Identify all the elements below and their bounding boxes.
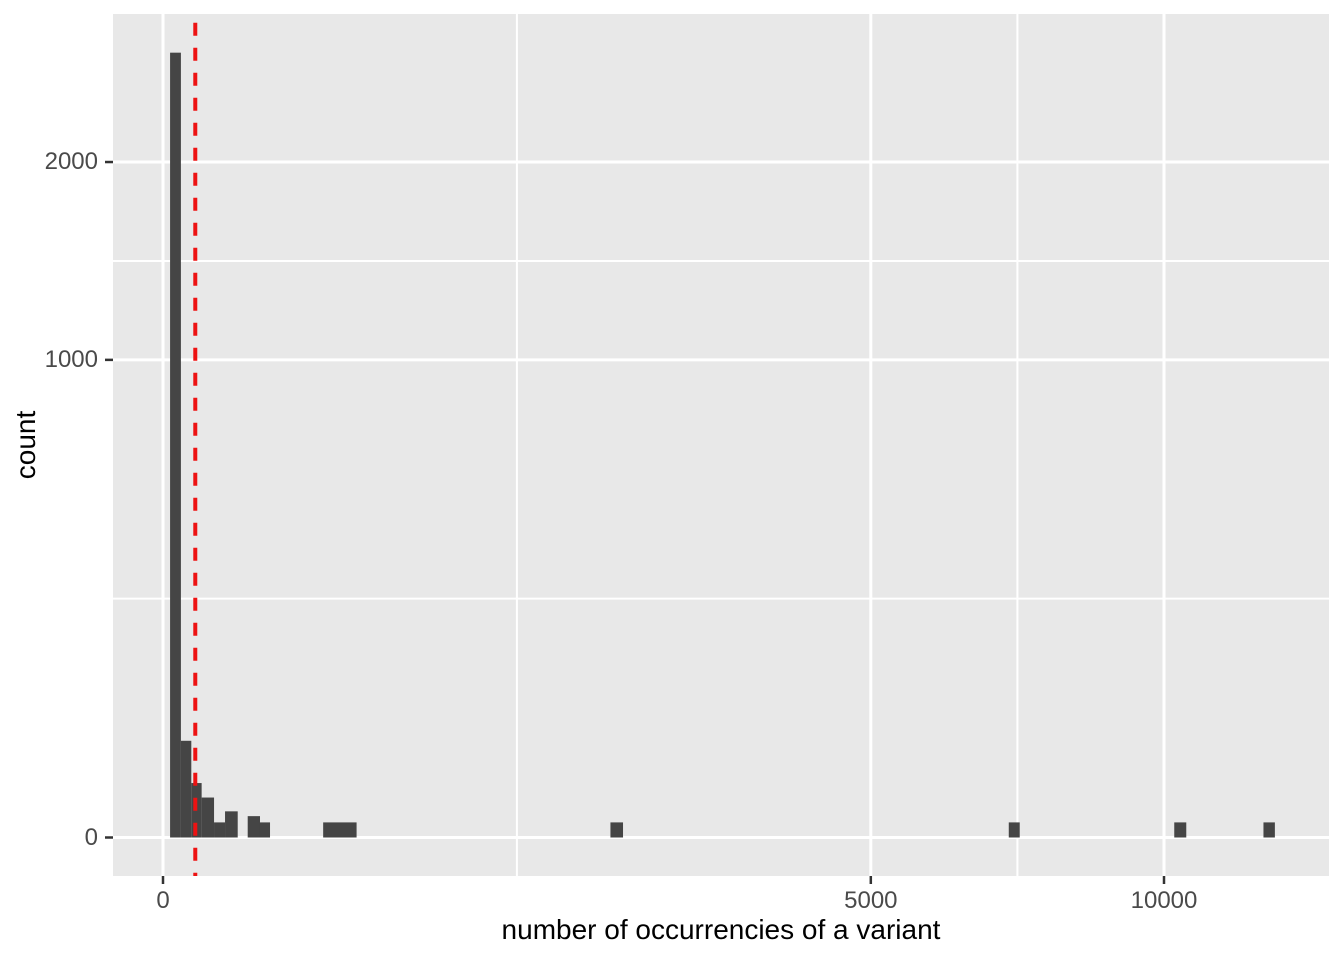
histogram-bar bbox=[1174, 822, 1187, 838]
histogram-bar bbox=[214, 822, 226, 838]
y-tick-label-1000: 1000 bbox=[44, 345, 98, 373]
x-axis-title: number of occurrencies of a variant bbox=[501, 914, 941, 945]
histogram-bar bbox=[201, 797, 215, 838]
histogram-bar bbox=[1263, 822, 1275, 838]
histogram-bar bbox=[247, 816, 260, 838]
histogram-bar bbox=[180, 740, 192, 838]
histogram-bar bbox=[323, 822, 357, 838]
histogram-bar bbox=[610, 822, 624, 838]
x-tick-label-0: 0 bbox=[156, 887, 170, 914]
histogram-bar bbox=[259, 822, 271, 838]
y-tick-label-0: 0 bbox=[84, 823, 98, 851]
histogram-bar bbox=[1008, 822, 1020, 838]
x-tick-label-10000: 10000 bbox=[1130, 887, 1198, 914]
panel-background bbox=[113, 14, 1329, 876]
histogram-bar bbox=[225, 811, 238, 838]
y-tick-label-2000: 2000 bbox=[44, 148, 98, 176]
y-axis-title: count bbox=[10, 410, 41, 480]
x-tick-label-5000: 5000 bbox=[844, 887, 898, 914]
histogram-bar bbox=[170, 52, 181, 838]
